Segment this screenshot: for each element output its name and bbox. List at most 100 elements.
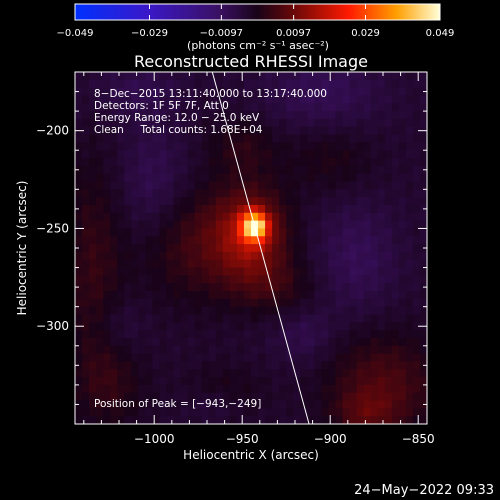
heatmap-cell (391, 416, 400, 424)
heatmap-cell (349, 212, 358, 222)
heatmap-cell (321, 165, 330, 175)
heatmap-cell (349, 173, 358, 183)
heatmap-cell (307, 416, 315, 424)
heatmap-cell (82, 134, 90, 143)
heatmap-cell (258, 369, 266, 378)
heatmap-cell (201, 377, 210, 386)
heatmap-cell (384, 150, 393, 159)
heatmap-cell (96, 298, 104, 308)
heatmap-cell (124, 259, 132, 269)
heatmap-cell (279, 142, 287, 151)
heatmap-cell (258, 150, 266, 159)
heatmap-cell (356, 377, 365, 386)
heatmap-cell (321, 134, 330, 143)
heatmap-cell (293, 275, 301, 284)
heatmap-cell (166, 204, 175, 214)
heatmap-cell (314, 298, 322, 308)
heatmap-cell (405, 322, 414, 331)
heatmap-cell (201, 118, 210, 128)
heatmap-cell (391, 173, 400, 183)
heatmap-cell (293, 103, 301, 112)
heatmap-cell (82, 369, 90, 378)
heatmap-cell (342, 384, 351, 394)
heatmap-cell (363, 150, 372, 159)
heatmap-cell (398, 134, 407, 143)
heatmap-cell (159, 337, 168, 347)
heatmap-cell (286, 150, 294, 159)
heatmap-cell (370, 384, 379, 394)
heatmap-cell (272, 306, 280, 316)
heatmap-cell (215, 408, 224, 417)
heatmap-cell (103, 322, 111, 331)
heatmap-cell (180, 197, 189, 206)
heatmap-cell (335, 72, 344, 81)
heatmap-cell (405, 228, 414, 237)
heatmap-cell (384, 197, 393, 206)
heatmap-cell (82, 384, 90, 394)
heatmap-cell (138, 236, 146, 245)
heatmap-cell (286, 228, 294, 237)
heatmap-cell (363, 259, 372, 269)
heatmap-cell (194, 251, 203, 261)
heatmap-cell (138, 95, 146, 104)
heatmap-cell (335, 416, 344, 424)
heatmap-cell (215, 400, 224, 409)
heatmap-cell (222, 314, 231, 323)
heatmap-cell (370, 173, 379, 183)
heatmap-cell (222, 142, 231, 151)
heatmap-cell (321, 400, 330, 409)
heatmap-cell (131, 220, 139, 230)
heatmap-cell (110, 337, 118, 347)
heatmap-cell (110, 197, 118, 206)
heatmap-cell (208, 298, 217, 308)
heatmap-cell (159, 134, 168, 143)
heatmap-cell (398, 369, 407, 378)
heatmap-cell (152, 345, 161, 355)
heatmap-cell (173, 259, 182, 269)
heatmap-cell (356, 173, 365, 183)
heatmap-cell (335, 236, 344, 245)
heatmap-cell (159, 400, 168, 409)
heatmap-cell (159, 361, 168, 370)
heatmap-cell (180, 361, 189, 370)
heatmap-cell (194, 212, 203, 222)
heatmap-cell (384, 142, 393, 151)
heatmap-cell (300, 384, 308, 394)
heatmap-cell (110, 392, 118, 402)
heatmap-cell (222, 72, 231, 81)
heatmap-cell (222, 275, 231, 284)
heatmap-cell (194, 173, 203, 183)
heatmap-cell (405, 236, 414, 245)
heatmap-cell (180, 95, 189, 104)
heatmap-cell (89, 189, 97, 198)
heatmap-cell (363, 111, 372, 120)
heatmap-cell (272, 118, 280, 128)
heatmap-cell (187, 330, 196, 339)
heatmap-cell (180, 408, 189, 417)
heatmap-cell (110, 416, 118, 424)
heatmap-cell (110, 72, 118, 81)
heatmap-cell (124, 197, 132, 206)
heatmap-cell (398, 111, 407, 120)
heatmap-cell (180, 384, 189, 394)
colorbar-tick-label: 0.0097 (276, 28, 311, 39)
heatmap-cell (159, 87, 168, 97)
heatmap-cell (103, 150, 111, 159)
heatmap-cell (314, 392, 322, 402)
heatmap-cell (335, 181, 344, 190)
heatmap-cell (124, 392, 132, 402)
heatmap-cell (152, 298, 161, 308)
heatmap-cell (110, 111, 118, 120)
heatmap-cell (117, 251, 125, 261)
heatmap-cell (243, 345, 252, 355)
heatmap-cell (75, 275, 83, 284)
heatmap-cell (335, 298, 344, 308)
heatmap-cell (342, 79, 351, 89)
heatmap-cell (145, 228, 154, 237)
heatmap-cell (236, 126, 245, 136)
heatmap-cell (258, 408, 266, 417)
heatmap-cell (314, 95, 322, 104)
heatmap-cell (377, 197, 386, 206)
heatmap-cell (180, 251, 189, 261)
heatmap-cell (300, 369, 308, 378)
